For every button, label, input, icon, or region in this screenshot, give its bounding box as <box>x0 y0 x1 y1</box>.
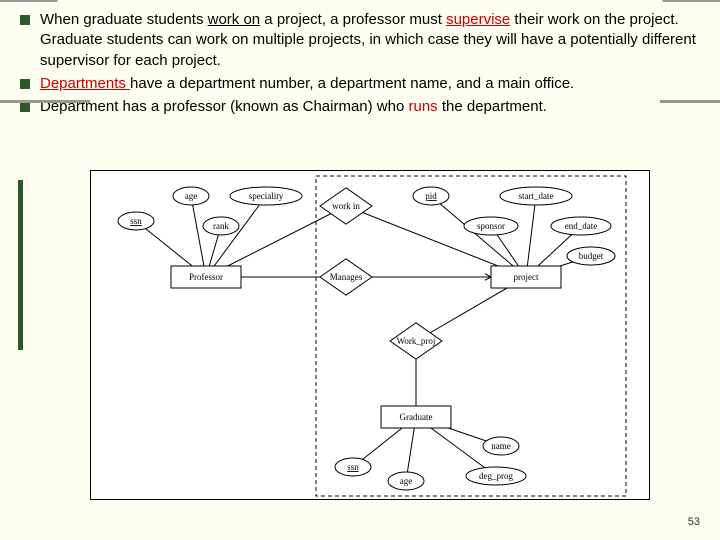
svg-text:Work_proj: Work_proj <box>397 336 436 346</box>
svg-text:Professor: Professor <box>189 272 223 282</box>
svg-text:age: age <box>400 476 413 486</box>
bullet-item: When graduate students work on a project… <box>20 10 700 71</box>
bullet-text: Department has a professor (known as Cha… <box>40 97 547 117</box>
svg-text:deg_prog: deg_prog <box>479 471 513 481</box>
svg-text:age: age <box>185 191 198 201</box>
rule-left <box>0 100 90 103</box>
bullet-list: When graduate students work on a project… <box>0 0 720 130</box>
diagram-svg: Professor project Graduate work in Manages Wo… <box>91 171 651 501</box>
svg-text:speciality: speciality <box>249 191 284 201</box>
slide-number: 53 <box>688 516 700 528</box>
svg-text:sponsor: sponsor <box>477 221 505 231</box>
bullet-item: Department has a professor (known as Cha… <box>20 97 700 117</box>
svg-text:Manages: Manages <box>330 272 363 282</box>
top-decoration <box>0 0 720 2</box>
svg-text:name: name <box>491 441 511 451</box>
er-diagram: Professor project Graduate work in Manages Wo… <box>90 170 650 500</box>
svg-text:pid: pid <box>425 191 437 201</box>
bullet-marker <box>20 79 30 89</box>
rule-right <box>660 100 720 103</box>
bullet-item: Departments have a department number, a … <box>20 74 700 94</box>
bullet-marker <box>20 15 30 25</box>
svg-text:budget: budget <box>579 251 604 261</box>
bullet-marker <box>20 102 30 112</box>
svg-text:rank: rank <box>213 221 229 231</box>
svg-text:project: project <box>514 272 539 282</box>
svg-text:ssn: ssn <box>347 462 359 472</box>
svg-text:ssn: ssn <box>130 216 142 226</box>
svg-text:start_date: start_date <box>519 191 554 201</box>
svg-text:end_date: end_date <box>565 221 597 231</box>
bullet-text: Departments have a department number, a … <box>40 74 574 94</box>
svg-text:Graduate: Graduate <box>400 412 433 422</box>
svg-text:work in: work in <box>332 201 360 211</box>
bullet-text: When graduate students work on a project… <box>40 10 700 71</box>
side-accent <box>18 180 23 350</box>
